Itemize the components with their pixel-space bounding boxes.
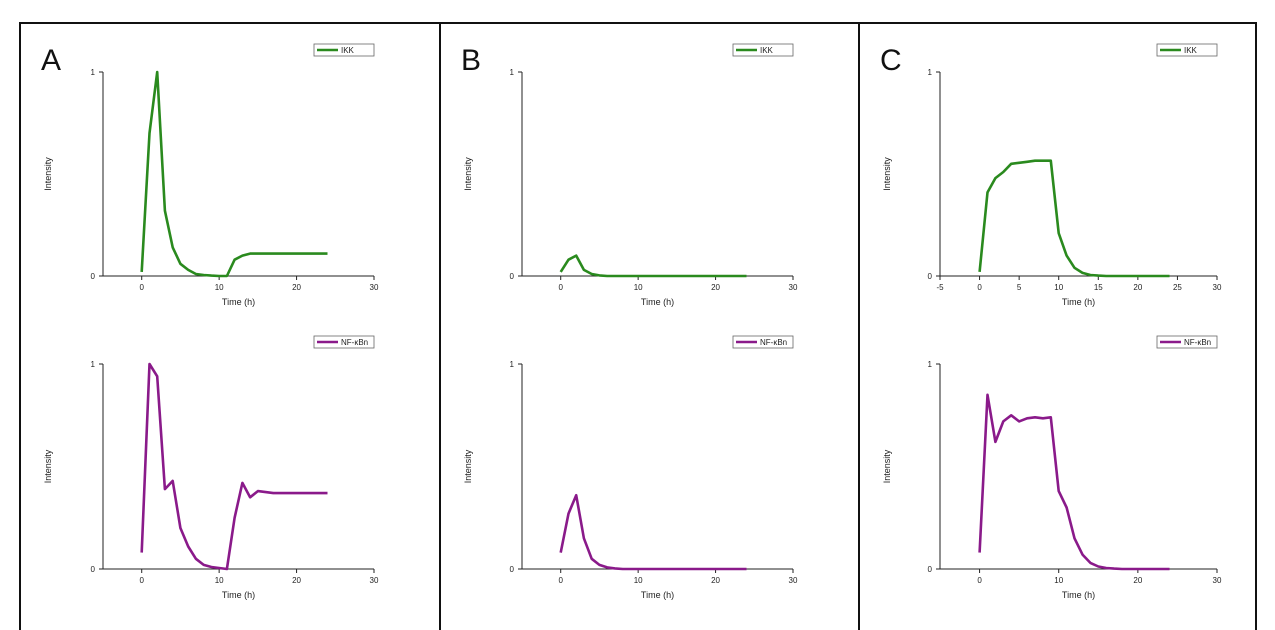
x-tick-label: 10 <box>1054 283 1063 292</box>
y-axis-label: Intensity <box>882 157 892 191</box>
x-tick-label: 20 <box>292 576 301 585</box>
y-tick-label: 0 <box>91 272 96 281</box>
x-tick-label: 30 <box>1213 283 1222 292</box>
y-axis-label: Intensity <box>882 449 892 483</box>
legend: IKK <box>313 43 375 57</box>
series-line-nf-bn <box>978 393 1170 571</box>
x-tick-label: 30 <box>789 283 798 292</box>
y-axis-label: Intensity <box>43 449 53 483</box>
x-tick-label: 0 <box>977 576 982 585</box>
x-tick-label: 30 <box>370 283 379 292</box>
x-tick-label: 0 <box>977 283 982 292</box>
y-tick-label: 0 <box>510 565 515 574</box>
x-tick-label: 20 <box>711 576 720 585</box>
legend-label: NF-κBn <box>760 338 787 347</box>
x-tick-label: 0 <box>139 576 144 585</box>
y-axis-label: Intensity <box>463 157 473 191</box>
x-tick-label: 20 <box>292 283 301 292</box>
x-axis-label: Time (h) <box>222 590 255 600</box>
x-tick-label: 10 <box>215 283 224 292</box>
panel-b-charts: 0 10 20 30 0 1 Time (h) Intensity IKK 0 10 20 30 0 1 Ti… <box>463 43 798 600</box>
x-tick-label: 10 <box>634 576 643 585</box>
y-tick-label: 1 <box>928 68 933 77</box>
y-axis-label: Intensity <box>43 157 53 191</box>
x-tick-label: 15 <box>1094 283 1103 292</box>
x-axis-label: Time (h) <box>1062 297 1095 307</box>
x-tick-label: 20 <box>1133 283 1142 292</box>
x-tick-label: 10 <box>1054 576 1063 585</box>
chart-a-top: 0 10 20 30 0 1 Time (h) Intensity IKK <box>43 43 379 307</box>
series-line-ikk <box>978 159 1170 278</box>
legend-box <box>732 335 794 349</box>
x-tick-label: 10 <box>215 576 224 585</box>
x-tick-label: 20 <box>1133 576 1142 585</box>
panel-label: B <box>461 44 482 77</box>
x-tick-label: 30 <box>789 576 798 585</box>
legend: NF-κBn <box>1156 335 1218 349</box>
series-line-nf-bn <box>559 493 747 571</box>
series-line-nf-bn <box>140 362 328 571</box>
x-tick-label: 30 <box>1213 576 1222 585</box>
x-tick-label: 0 <box>558 283 563 292</box>
legend-box <box>1156 43 1218 57</box>
legend-label: IKK <box>341 46 355 55</box>
x-tick-label: 30 <box>370 576 379 585</box>
chart-b-bottom: 0 10 20 30 0 1 Time (h) Intensity NF-κBn <box>463 335 798 600</box>
x-tick-label: -5 <box>936 283 944 292</box>
x-tick-label: 25 <box>1173 283 1182 292</box>
chart-c-bottom: 0 10 20 30 0 1 Time (h) Intensity NF-κBn <box>882 335 1222 600</box>
legend-box <box>313 335 375 349</box>
panel-b: B 0 10 20 30 0 1 Time (h) Intensity IKK 0 10 20 30 0 1… <box>439 22 858 630</box>
y-tick-label: 0 <box>91 565 96 574</box>
x-tick-label: 5 <box>1017 283 1022 292</box>
y-tick-label: 1 <box>510 68 515 77</box>
legend: NF-κBn <box>313 335 375 349</box>
y-tick-label: 0 <box>510 272 515 281</box>
legend: IKK <box>732 43 794 57</box>
y-tick-label: 1 <box>91 360 96 369</box>
chart-b-top: 0 10 20 30 0 1 Time (h) Intensity IKK <box>463 43 798 307</box>
panel-label: A <box>41 44 62 77</box>
x-tick-label: 0 <box>558 576 563 585</box>
x-axis-label: Time (h) <box>641 297 674 307</box>
x-tick-label: 0 <box>139 283 144 292</box>
x-tick-label: 10 <box>634 283 643 292</box>
legend: NF-κBn <box>732 335 794 349</box>
panel-label: C <box>880 44 902 77</box>
x-axis-label: Time (h) <box>222 297 255 307</box>
x-axis-label: Time (h) <box>641 590 674 600</box>
x-axis-label: Time (h) <box>1062 590 1095 600</box>
y-tick-label: 0 <box>928 565 933 574</box>
legend-label: NF-κBn <box>1184 338 1211 347</box>
y-axis-label: Intensity <box>463 449 473 483</box>
panel-c: C -5 0 5 10 15 20 25 30 0 1 Time (h) Intensity IKK 0 1… <box>858 22 1257 630</box>
series-line-ikk <box>140 70 328 278</box>
x-tick-label: 20 <box>711 283 720 292</box>
legend-box <box>313 43 375 57</box>
legend-label: IKK <box>760 46 774 55</box>
legend: IKK <box>1156 43 1218 57</box>
y-tick-label: 1 <box>510 360 515 369</box>
y-tick-label: 1 <box>928 360 933 369</box>
series-line-ikk <box>559 254 747 278</box>
legend-label: NF-κBn <box>341 338 368 347</box>
panel-a: A 0 10 20 30 0 1 Time (h) Intensity IKK 0 10 20 30 0 1… <box>19 22 439 630</box>
y-tick-label: 1 <box>91 68 96 77</box>
legend-box <box>1156 335 1218 349</box>
chart-a-bottom: 0 10 20 30 0 1 Time (h) Intensity NF-κBn <box>43 335 379 600</box>
y-tick-label: 0 <box>928 272 933 281</box>
panel-a-charts: 0 10 20 30 0 1 Time (h) Intensity IKK 0 10 20 30 0 1 Ti… <box>43 43 379 600</box>
legend-label: IKK <box>1184 46 1198 55</box>
legend-box <box>732 43 794 57</box>
